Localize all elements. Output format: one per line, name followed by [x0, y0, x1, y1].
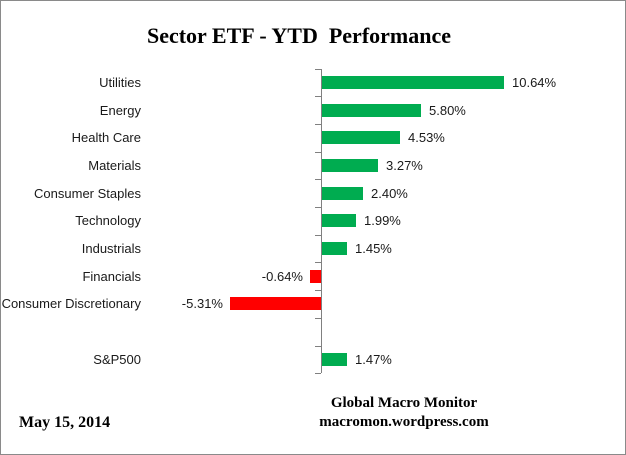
- value-label-consumer-discretionary: -5.31%: [181, 296, 223, 311]
- bar-financials: [310, 270, 321, 283]
- chart-title: Sector ETF - YTD Performance: [146, 23, 452, 48]
- value-label-health-care: 4.53%: [408, 130, 445, 145]
- bar-consumer-discretionary: [230, 297, 321, 310]
- footer-source-url: macromon.wordpress.com: [319, 414, 489, 430]
- bar-health-care: [322, 131, 400, 144]
- axis-tick: [315, 96, 321, 97]
- category-label-s-p500: S&P500: [93, 352, 141, 367]
- bar-materials: [322, 159, 378, 172]
- value-label-materials: 3.27%: [386, 158, 423, 173]
- axis-tick: [315, 207, 321, 208]
- bar-technology: [322, 214, 356, 227]
- value-label-industrials: 1.45%: [355, 241, 392, 256]
- category-label-consumer-discretionary: Consumer Discretionary: [1, 296, 141, 311]
- axis-tick: [315, 262, 321, 263]
- bar-utilities: [322, 76, 504, 89]
- footer-source-title: Global Macro Monitor: [330, 395, 478, 411]
- bar-energy: [322, 104, 421, 117]
- category-axis-line: [321, 68, 322, 374]
- bar-s-p500: [322, 353, 347, 366]
- footer-date: May 15, 2014: [19, 414, 111, 431]
- value-label-utilities: 10.64%: [512, 75, 557, 90]
- value-label-technology: 1.99%: [364, 213, 401, 228]
- category-label-consumer-staples: Consumer Staples: [34, 186, 141, 201]
- axis-tick: [315, 235, 321, 236]
- axis-tick: [315, 179, 321, 180]
- category-label-energy: Energy: [99, 103, 141, 118]
- value-label-financials: -0.64%: [261, 269, 303, 284]
- category-label-industrials: Industrials: [81, 241, 141, 256]
- footer-source: Global Macro Monitor macromon.wordpress.…: [281, 394, 527, 432]
- axis-tick: [315, 346, 321, 347]
- value-label-s-p500: 1.47%: [355, 352, 392, 367]
- category-label-health-care: Health Care: [71, 130, 141, 145]
- axis-tick: [315, 290, 321, 291]
- value-label-consumer-staples: 2.40%: [371, 186, 408, 201]
- axis-tick: [315, 152, 321, 153]
- axis-tick: [315, 318, 321, 319]
- category-label-materials: Materials: [88, 158, 141, 173]
- bar-industrials: [322, 242, 347, 255]
- bar-consumer-staples: [322, 187, 363, 200]
- category-label-financials: Financials: [82, 269, 141, 284]
- axis-tick: [315, 373, 321, 374]
- value-label-energy: 5.80%: [429, 103, 466, 118]
- category-label-technology: Technology: [75, 213, 141, 228]
- axis-tick: [315, 69, 321, 70]
- category-label-utilities: Utilities: [99, 75, 141, 90]
- axis-tick: [315, 124, 321, 125]
